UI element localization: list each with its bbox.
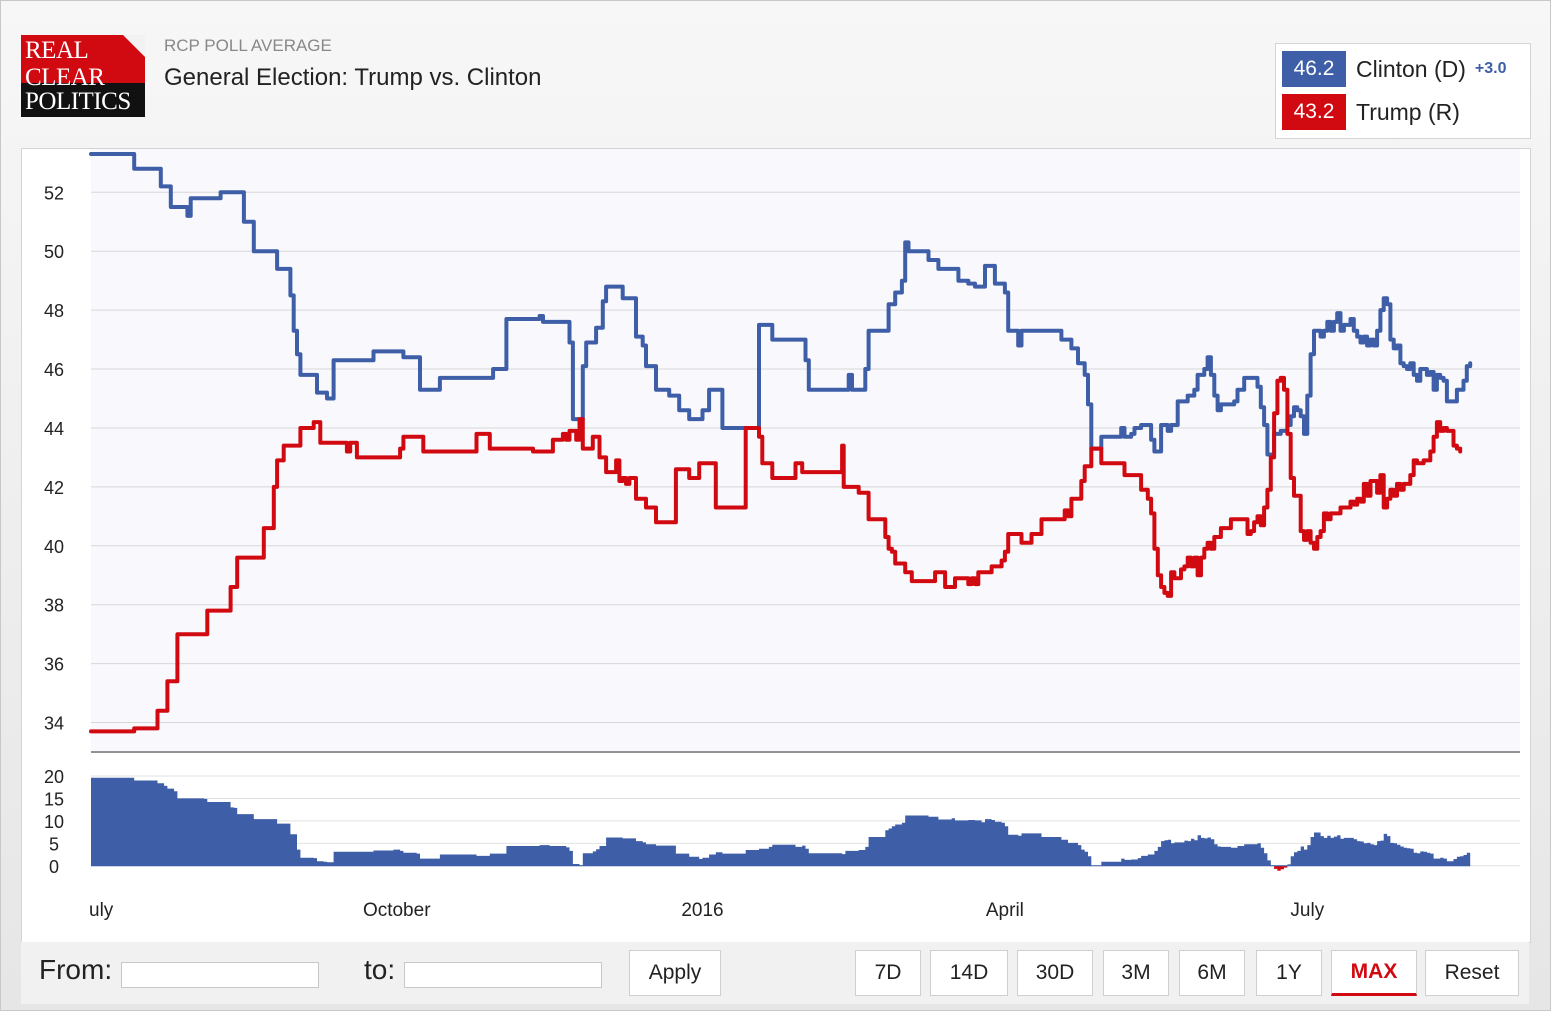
range-button-1y[interactable]: 1Y — [1256, 950, 1322, 996]
y-tick-label-42: 42 — [44, 478, 64, 498]
range-button-30d[interactable]: 30D — [1017, 950, 1093, 996]
x-tick-label-april: April — [986, 900, 1024, 921]
spread-y-tick-label-15: 15 — [44, 789, 64, 809]
y-tick-label-46: 46 — [44, 360, 64, 380]
spread-area-trump-lead — [91, 865, 1471, 871]
x-tick-label-2016: 2016 — [681, 900, 723, 921]
spread-y-tick-label-10: 10 — [44, 812, 64, 832]
header-kicker: RCP POLL AVERAGE — [164, 36, 332, 55]
to-date-input[interactable] — [404, 962, 602, 988]
spread-area-clinton-lead — [91, 777, 1471, 866]
reset-button[interactable]: Reset — [1425, 950, 1519, 996]
range-button-3m[interactable]: 3M — [1103, 950, 1169, 996]
x-tick-label-july: July — [1290, 900, 1324, 921]
legend-value-clinton: 46.2 — [1282, 51, 1346, 87]
y-tick-label-40: 40 — [44, 537, 64, 557]
range-button-7d[interactable]: 7D — [855, 950, 921, 996]
logo-corner-fold — [123, 35, 145, 57]
series-line-clinton — [89, 152, 1473, 457]
legend-item-clinton[interactable]: 46.2 Clinton (D) +3.0 — [1282, 49, 1507, 89]
chart-area: 34 36 38 40 42 44 46 48 50 52 0 5 10 15 20 uly October 20… — [21, 148, 1531, 943]
y-tick-label-36: 36 — [44, 655, 64, 675]
series-line-trump — [89, 375, 1463, 734]
logo-line-1: REAL — [25, 37, 89, 64]
y-tick-label-50: 50 — [44, 242, 64, 262]
spread-y-tick-label-0: 0 — [49, 857, 59, 877]
legend-name-clinton: Clinton (D) — [1356, 55, 1466, 82]
legend-value-trump: 43.2 — [1282, 94, 1346, 130]
range-button-max[interactable]: MAX — [1331, 950, 1417, 996]
logo-line-2: CLEAR — [25, 64, 105, 91]
y-tick-label-38: 38 — [44, 596, 64, 616]
legend-item-trump[interactable]: 43.2 Trump (R) — [1282, 92, 1460, 132]
spread-y-tick-label-20: 20 — [44, 767, 64, 787]
date-controls: From: to: Apply 7D 14D 30D 3M 6M 1Y MAX … — [21, 942, 1529, 1004]
spread-y-tick-label-5: 5 — [49, 834, 59, 854]
to-label: to: — [364, 954, 396, 985]
legend-lead-clinton: +3.0 — [1474, 60, 1507, 77]
main-plot-background — [91, 149, 1520, 753]
legend: 46.2 Clinton (D) +3.0 43.2 Trump (R) — [1275, 43, 1531, 139]
x-tick-label-october: October — [363, 900, 431, 921]
logo-line-3: POLITICS — [25, 88, 131, 115]
y-tick-label-52: 52 — [44, 183, 64, 203]
page-title: General Election: Trump vs. Clinton — [164, 64, 542, 91]
y-tick-label-34: 34 — [44, 714, 64, 734]
legend-name-trump: Trump (R) — [1356, 98, 1460, 125]
range-button-14d[interactable]: 14D — [930, 950, 1008, 996]
x-tick-label-uly: uly — [89, 900, 114, 921]
rcp-logo[interactable]: REAL CLEAR POLITICS — [21, 35, 145, 117]
from-label: From: — [39, 954, 113, 985]
range-button-6m[interactable]: 6M — [1179, 950, 1245, 996]
y-tick-label-48: 48 — [44, 301, 64, 321]
from-date-input[interactable] — [121, 962, 319, 988]
apply-button[interactable]: Apply — [629, 950, 721, 996]
y-tick-label-44: 44 — [44, 419, 64, 439]
